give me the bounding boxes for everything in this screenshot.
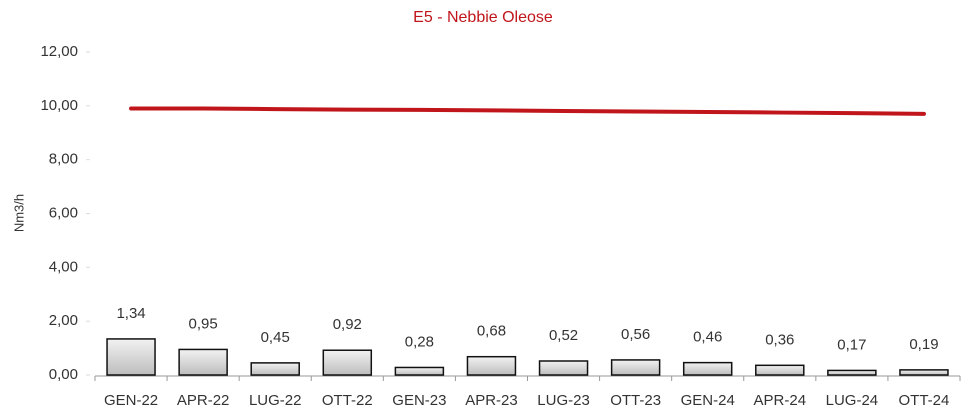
bar [610, 359, 661, 376]
bar [322, 349, 373, 376]
bar [682, 361, 733, 376]
x-tick-label: LUG-22 [249, 392, 302, 409]
x-tick-label: GEN-23 [392, 392, 446, 409]
y-tick-label: 6,00 [49, 204, 78, 221]
y-tick-label: 2,00 [49, 312, 78, 329]
data-label: 0,56 [621, 326, 650, 343]
data-label: 0,45 [261, 329, 290, 346]
data-label: 1,34 [116, 305, 145, 322]
x-tick-label: APR-23 [465, 392, 518, 409]
y-tick-label: 4,00 [49, 258, 78, 275]
x-tick-label: OTT-23 [610, 392, 661, 409]
y-tick-label: 10,00 [40, 97, 78, 114]
data-label: 0,19 [909, 336, 938, 353]
x-tick-label: LUG-24 [826, 392, 879, 409]
bar [827, 369, 877, 376]
bar [250, 362, 300, 376]
x-tick-label: APR-24 [754, 392, 807, 409]
data-label: 0,28 [405, 333, 434, 350]
x-tick-label: GEN-22 [104, 392, 158, 409]
x-tick-label: GEN-24 [681, 392, 735, 409]
y-axis-label: Nm3/h [11, 194, 26, 232]
bar [178, 348, 228, 376]
y-tick-label: 12,00 [40, 43, 78, 60]
x-tick-label: LUG-23 [537, 392, 590, 409]
bar [538, 360, 589, 376]
x-tick-label: OTT-22 [322, 392, 373, 409]
bar [755, 364, 805, 376]
bar [394, 366, 445, 376]
bar [106, 338, 156, 376]
data-label: 0,52 [549, 327, 578, 344]
x-tick-label: APR-22 [177, 392, 230, 409]
data-label: 0,68 [477, 323, 506, 340]
data-label: 0,36 [765, 331, 794, 348]
y-tick-label: 0,00 [49, 366, 78, 383]
y-tick-label: 8,00 [49, 151, 78, 168]
data-label: 0,92 [333, 316, 362, 333]
limit-line [129, 106, 926, 116]
data-label: 0,46 [693, 329, 722, 346]
bar [466, 355, 517, 376]
bar [899, 369, 949, 376]
x-tick-label: OTT-24 [899, 392, 950, 409]
chart-title: E5 - Nebbie Oleose [413, 9, 553, 26]
data-label: 0,17 [837, 336, 866, 353]
data-label: 0,95 [189, 315, 218, 332]
